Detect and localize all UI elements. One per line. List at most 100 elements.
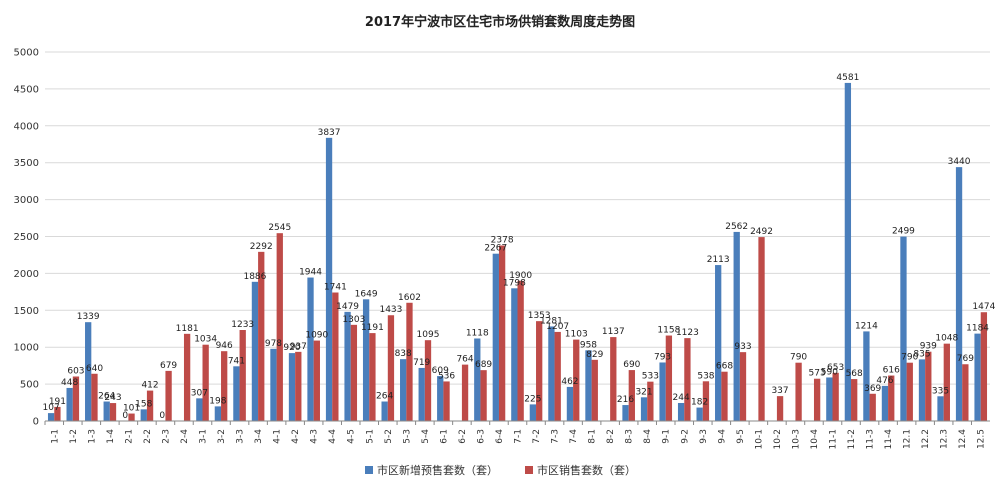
x-tick-label: 11-1 [829, 429, 839, 449]
data-label: 1118 [466, 328, 489, 338]
x-tick-label: 9-1 [662, 429, 672, 444]
data-label: 191 [49, 397, 66, 407]
y-tick-label: 1000 [14, 343, 39, 354]
bar-presale [251, 281, 259, 421]
data-label: 2545 [268, 223, 291, 233]
bar-sales [684, 338, 691, 421]
x-tick-label: 2-2 [143, 429, 153, 444]
bar-sales [962, 364, 969, 421]
bar-sales [424, 340, 432, 421]
data-label: 937 [290, 342, 307, 352]
data-label: 448 [61, 378, 78, 388]
data-label: 476 [876, 376, 893, 386]
legend: 市区新增预售套数（套） 市区销售套数（套） [365, 463, 636, 477]
bar-sales [925, 351, 932, 421]
bar-sales [350, 324, 358, 421]
y-tick-label: 5000 [14, 48, 39, 59]
bar-presale [140, 409, 147, 421]
x-tick-label: 7-4 [569, 429, 579, 444]
x-tick-label: 9-3 [699, 429, 709, 444]
y-tick-label: 2500 [14, 232, 39, 243]
data-label: 264 [376, 392, 393, 402]
legend-swatch [365, 466, 373, 474]
data-label: 790 [901, 353, 918, 363]
bar-sales [313, 340, 320, 421]
data-label: 679 [160, 361, 177, 371]
bar-presale [937, 396, 944, 421]
bar-sales [554, 331, 561, 421]
bar-sales [239, 330, 246, 421]
data-label: 2492 [750, 227, 773, 237]
x-tick-label: 4-2 [291, 429, 301, 444]
x-tick-label: 2-1 [124, 429, 134, 444]
bar-presale [381, 401, 388, 421]
bar-sales [776, 396, 784, 421]
data-label: 533 [642, 372, 659, 382]
data-label: 216 [617, 395, 634, 405]
bar-sales [480, 370, 487, 421]
x-tick-label: 9-2 [680, 429, 690, 444]
data-label: 335 [932, 386, 949, 396]
chart-title: 2017年宁波市区住宅市场供销套数周度走势图 [365, 14, 635, 30]
bar-sales [498, 245, 506, 421]
bar-presale [344, 311, 351, 421]
bar-presale [66, 387, 73, 421]
bar-presale [715, 265, 722, 421]
bar-sales [443, 381, 450, 421]
x-tick-label: 10-3 [791, 429, 801, 449]
x-tick-label: 11-3 [866, 429, 876, 449]
data-label: 2292 [250, 242, 273, 252]
axis-layer: 0 500 1000 1500 2000 2500 3000 3500 4000 4500 5000… [14, 48, 990, 449]
bar-sales [128, 413, 135, 421]
data-label: 1602 [398, 293, 421, 303]
bar-presale [918, 359, 926, 421]
x-tick-label: 9-5 [736, 429, 746, 444]
x-tick-label: 6-1 [439, 429, 449, 444]
bar-sales [647, 381, 654, 421]
x-tick-label: 12.3 [940, 429, 950, 449]
data-label: 337 [771, 386, 788, 396]
bar-sales [258, 251, 265, 421]
y-tick-label: 3500 [14, 158, 39, 169]
data-label: 603 [67, 366, 84, 376]
data-label: 369 [864, 384, 881, 394]
bar-presale [622, 405, 629, 421]
y-tick-label: 2000 [14, 269, 39, 280]
data-label: 1090 [305, 331, 328, 341]
data-label: 1798 [503, 278, 526, 288]
data-label: 225 [524, 394, 541, 404]
bar-presale [400, 359, 407, 421]
data-label: 1900 [509, 271, 532, 281]
bar-presale [696, 407, 703, 421]
data-label: 1353 [528, 311, 551, 321]
data-label: 538 [697, 371, 714, 381]
bar-sales [72, 376, 80, 421]
data-label: 668 [716, 362, 733, 372]
data-label: 1233 [231, 320, 254, 330]
bar-sales [888, 375, 895, 421]
data-label: 1741 [324, 283, 347, 293]
bar-presale [974, 333, 981, 421]
y-tick-label: 0 [33, 417, 39, 428]
x-tick-label: 11-2 [847, 429, 857, 449]
data-label: 0 [159, 411, 165, 421]
x-tick-label: 4-1 [273, 429, 283, 444]
data-label: 1944 [299, 268, 322, 278]
x-tick-label: 1-3 [87, 429, 97, 444]
bar-presale [640, 397, 648, 421]
bar-presale [677, 402, 685, 421]
data-label: 690 [623, 360, 640, 370]
x-tick-label: 12.1 [903, 429, 913, 449]
bar-sales [202, 344, 209, 421]
data-label: 1103 [565, 330, 588, 340]
x-tick-label: 2-4 [180, 429, 190, 444]
data-label: 2113 [707, 255, 730, 265]
data-label: 946 [216, 341, 233, 351]
bar-presale [659, 362, 666, 421]
data-label: 640 [86, 364, 103, 374]
data-label: 653 [827, 363, 844, 373]
data-label: 1339 [77, 312, 100, 322]
data-label: 321 [635, 387, 652, 397]
bar-presale [270, 348, 277, 421]
